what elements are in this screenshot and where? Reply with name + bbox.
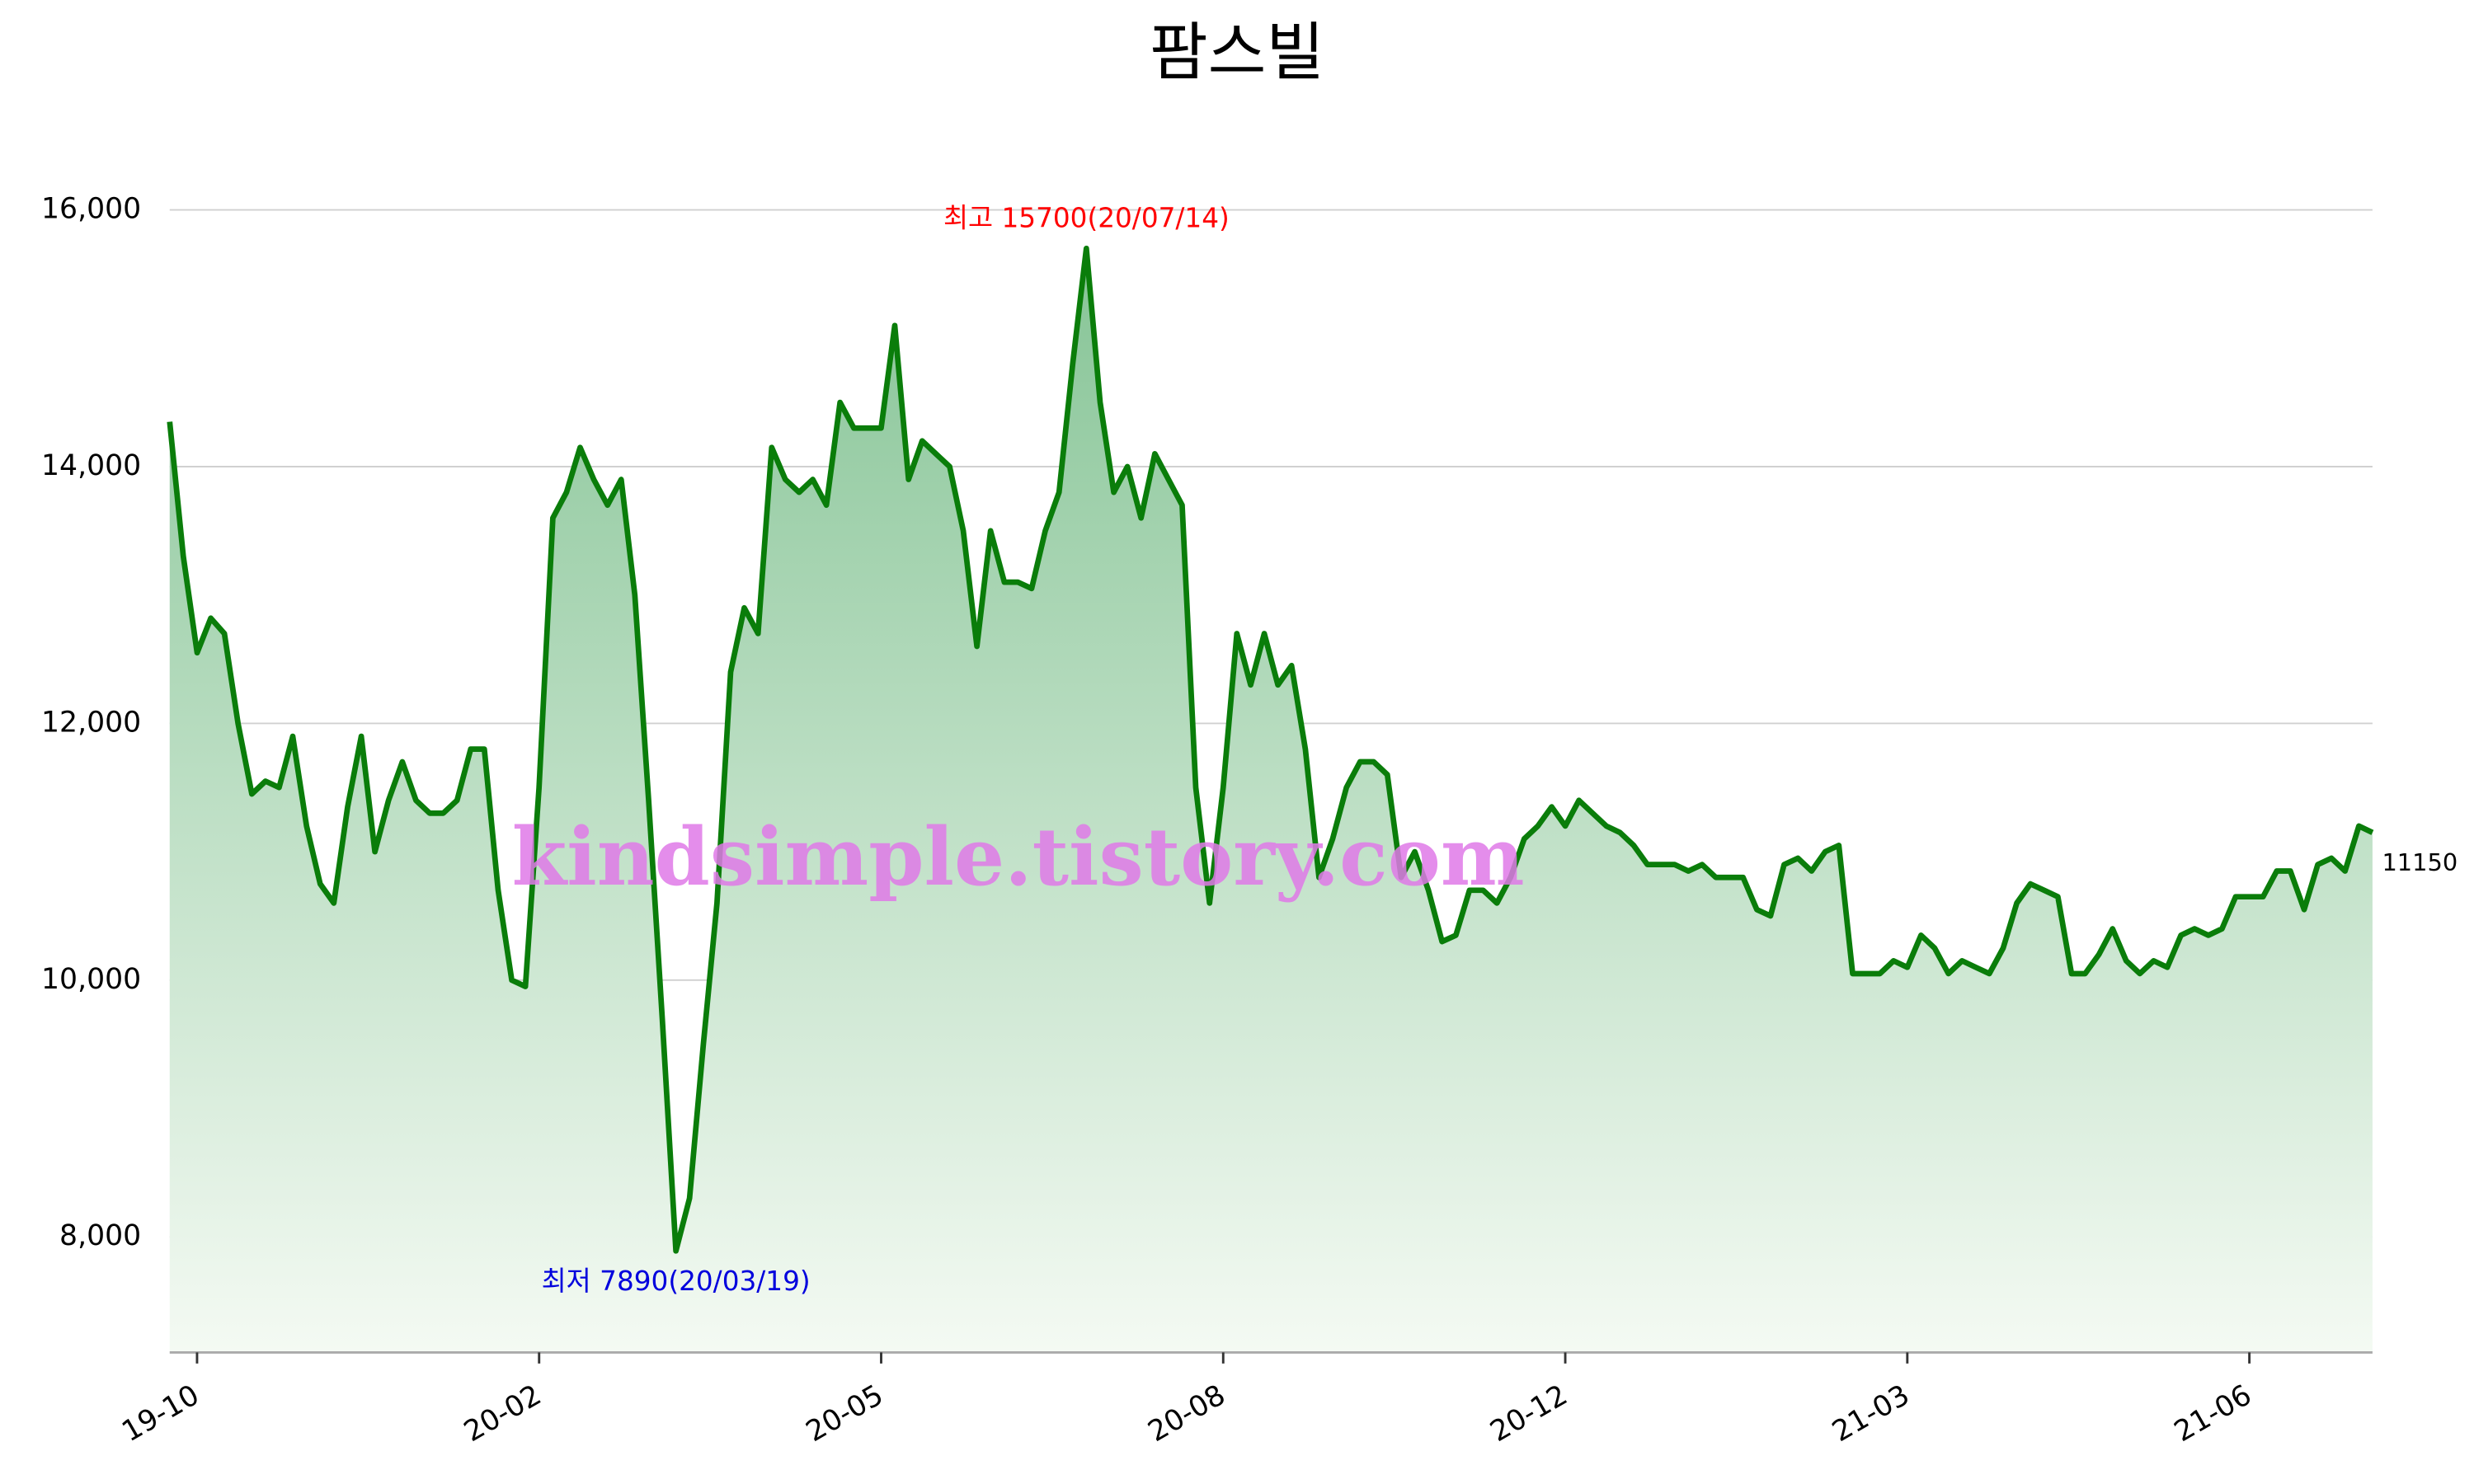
annotation: 11150 — [2382, 848, 2458, 876]
y-tick-label: 12,000 — [41, 706, 141, 739]
x-tick-label: 21-06 — [2169, 1378, 2257, 1449]
y-tick-label: 16,000 — [41, 193, 141, 226]
annotation: 최저 7890(20/03/19) — [542, 1266, 811, 1297]
y-tick-label: 8,000 — [59, 1219, 141, 1252]
x-tick-label: 20-08 — [1143, 1378, 1231, 1449]
area — [169, 248, 2373, 1353]
x-tick-label: 19-10 — [116, 1378, 205, 1449]
annotation: 최고 15700(20/07/14) — [943, 203, 1230, 234]
x-tick-label: 20-02 — [459, 1378, 547, 1449]
x-tick-label: 20-05 — [801, 1378, 889, 1449]
x-tick-label: 21-03 — [1827, 1378, 1915, 1449]
y-tick-label: 10,000 — [41, 963, 141, 996]
y-tick-label: 14,000 — [41, 449, 141, 482]
watermark: kindsimple.tistory.com — [512, 810, 1525, 904]
x-tick-label: 20-12 — [1484, 1378, 1573, 1449]
chart-title: 팜스빌 — [1150, 16, 1324, 90]
line — [167, 245, 2374, 1254]
